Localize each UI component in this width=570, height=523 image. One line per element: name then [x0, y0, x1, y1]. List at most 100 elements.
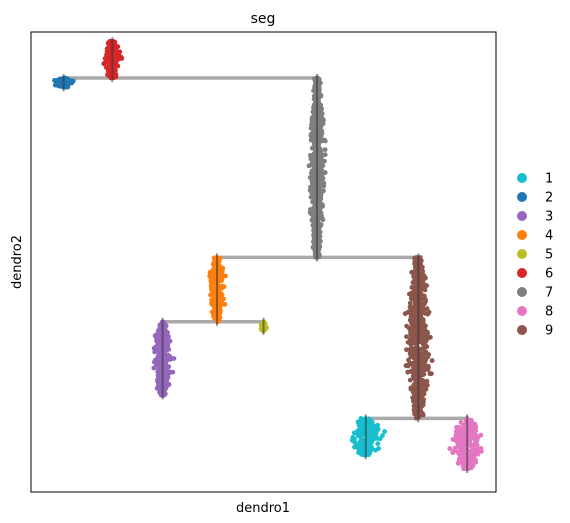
segment-9-point [420, 296, 426, 302]
segment-9-point [419, 389, 425, 395]
segment-6-point [103, 59, 109, 64]
segment-7-point [319, 163, 325, 169]
segment-9-point [404, 334, 409, 340]
segment-8-point [474, 438, 479, 444]
segment-3-point [156, 353, 162, 359]
legend-label-6: 6 [545, 267, 553, 282]
segment-1-point [375, 441, 381, 447]
segment-7-point [306, 163, 312, 169]
legend-marker-4 [517, 230, 527, 240]
segment-8-point [460, 445, 465, 451]
segment-8-point [473, 442, 479, 448]
segment-8 [447, 414, 484, 473]
legend-label-7: 7 [545, 286, 553, 301]
segment-9-point [418, 394, 424, 400]
segment-1-point [376, 446, 381, 451]
segment-clouds [52, 37, 484, 473]
segment-1-point [373, 430, 379, 436]
segment-9-point [412, 340, 418, 346]
segment-9-point [412, 365, 418, 371]
segment-2-point [68, 78, 74, 84]
segment-9-point [423, 343, 428, 349]
segment-8-point [473, 451, 478, 457]
segment-8-point [467, 465, 473, 470]
segment-8-point [470, 446, 476, 452]
segment-6-point [106, 53, 112, 59]
segment-9-point [418, 310, 424, 315]
segment-6-point [107, 73, 113, 79]
segment-9-point [421, 371, 427, 377]
x-axis-label: dendro1 [236, 501, 290, 516]
segment-8-point [456, 426, 462, 432]
chart-title: seg [251, 11, 276, 27]
segment-8-point [454, 438, 459, 444]
segment-8-point [473, 457, 478, 463]
segment-8-point [472, 432, 478, 437]
segment-2-point [56, 78, 61, 84]
segment-8-point [458, 454, 464, 460]
segment-4-point [209, 300, 214, 306]
segment-7-point [320, 217, 326, 223]
segment-6 [101, 37, 125, 82]
segment-9-point [418, 325, 424, 330]
segment-3-point [170, 369, 176, 375]
segment-1-point [352, 437, 357, 442]
segment-3-point [168, 356, 174, 362]
segment-7-point [309, 132, 315, 137]
segment-3-point [151, 345, 157, 351]
segment-9-point [412, 297, 418, 303]
segment-1-point [358, 439, 364, 445]
y-axis-label: dendro2 [10, 235, 25, 289]
segment-1-point [355, 419, 361, 425]
segment-3-point [157, 363, 163, 368]
segment-9-point [407, 336, 413, 342]
segment-2 [52, 74, 76, 92]
segment-7-point [318, 196, 324, 202]
segment-9-point [411, 286, 417, 292]
segment-7-point [317, 132, 323, 137]
segment-8-point [451, 448, 457, 454]
segment-9-point [407, 350, 413, 356]
segment-3 [151, 317, 177, 400]
segment-1-point [382, 429, 388, 434]
segment-8-point [467, 420, 473, 426]
segment-9-point [412, 310, 418, 315]
legend-label-4: 4 [545, 229, 553, 244]
segment-9-point [409, 269, 415, 275]
segment-7-point [322, 152, 328, 158]
segment-9-point [426, 365, 431, 370]
segment-9-point [429, 358, 435, 363]
legend-marker-6 [517, 268, 527, 278]
legend-marker-3 [517, 211, 527, 221]
segment-4-point [211, 271, 217, 277]
segment-1 [349, 414, 388, 460]
segment-4 [207, 253, 228, 326]
segment-3-point [164, 358, 169, 364]
legend-marker-5 [517, 249, 527, 259]
segment-4-point [216, 270, 222, 275]
segment-8-point [457, 433, 462, 439]
segment-8-point [469, 454, 475, 460]
segment-7-point [311, 114, 317, 120]
segment-3-point [152, 359, 157, 365]
segment-9 [402, 253, 435, 423]
segment-7-point [312, 93, 317, 99]
segment-9-point [408, 331, 413, 336]
segment-3-point [165, 370, 171, 375]
segment-8-point [456, 458, 462, 464]
segment-7-point [322, 147, 328, 153]
segment-7 [306, 74, 328, 262]
segment-2-point [65, 84, 71, 90]
segment-8-point [468, 435, 474, 441]
segment-6-point [119, 55, 125, 61]
segment-9-point [413, 357, 419, 363]
segment-4-point [220, 265, 226, 271]
legend: 1 2 3 4 5 6 7 8 9 [517, 172, 553, 339]
plot-area [30, 31, 497, 493]
segment-7-point [317, 147, 323, 153]
segment-9-point [426, 309, 432, 315]
segment-9-point [420, 362, 426, 368]
segment-9-point [405, 363, 411, 369]
segment-4-point [222, 301, 228, 307]
